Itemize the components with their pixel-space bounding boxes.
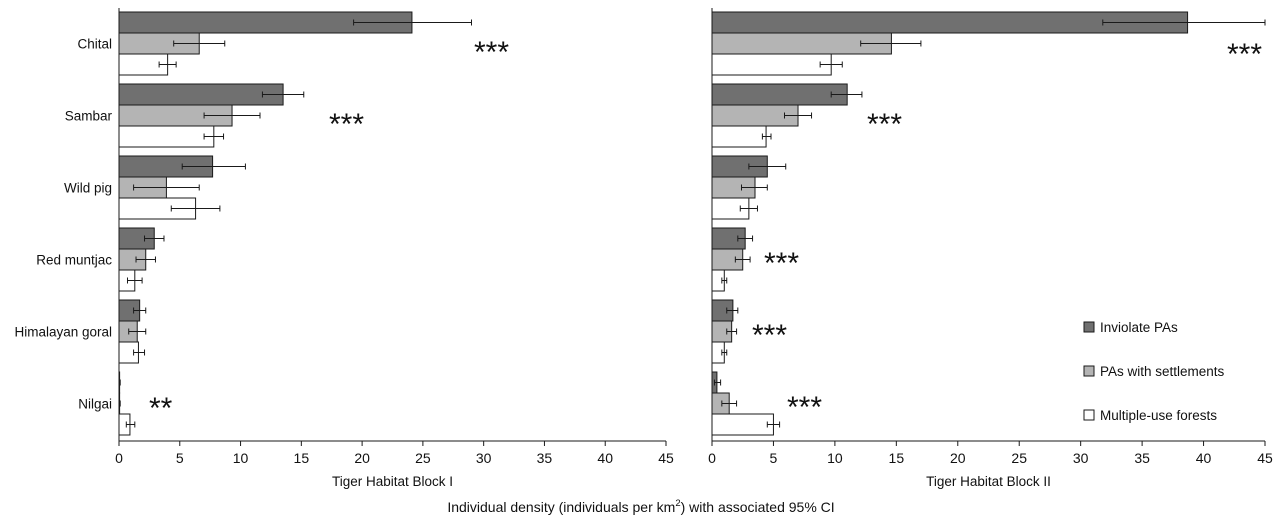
overall-x-axis-label-part-1: Individual density (individuals per km [447,499,675,515]
x-tick-label-35: 35 [537,450,553,466]
error-bar-nilgai-multiple-use-forests [125,421,136,428]
error-bar-red-muntjac-pas-with-settlements [734,256,751,263]
error-bar-red-muntjac-multiple-use-forests [127,277,143,284]
error-bar-sambar-pas-with-settlements [784,112,813,119]
significance-chital: *** [1227,38,1262,71]
significance-nilgai: *** [787,391,822,424]
legend-swatch-inviolate-pas [1083,321,1095,333]
error-bar-chital-inviolate-pas [353,19,473,26]
x-tick-label-5: 5 [176,450,184,466]
category-label-chital: Chital [77,37,112,52]
x-tick-label-0: 0 [115,450,123,466]
category-label-red-muntjac: Red muntjac [36,253,112,268]
error-bar-red-muntjac-multiple-use-forests [721,277,728,284]
significance-nilgai: ** [149,392,173,425]
x-tick-label-25: 25 [1011,450,1027,466]
significance-sambar: *** [329,108,364,141]
error-bar-red-muntjac-inviolate-pas [737,235,754,242]
error-bar-chital-inviolate-pas [1102,19,1266,26]
error-bar-chital-pas-with-settlements [860,40,922,47]
x-tick-label-45: 45 [658,450,674,466]
overall-x-axis-label-part-2: ) with associated 95% CI [681,499,835,515]
significance-chital: *** [474,36,509,69]
x-tick-label-35: 35 [1134,450,1150,466]
significance-red-muntjac: *** [764,247,799,280]
error-bar-himalayan-goral-multiple-use-forests [133,349,146,356]
error-bar-nilgai-multiple-use-forests [766,421,781,428]
error-bar-red-muntjac-pas-with-settlements [135,256,156,263]
error-bar-himalayan-goral-pas-with-settlements [128,328,147,335]
legend-label-multiple-use-forests: Multiple-use forests [1100,408,1217,423]
error-bar-sambar-multiple-use-forests [761,133,772,140]
error-bar-chital-pas-with-settlements [173,40,226,47]
error-bar-himalayan-goral-inviolate-pas [133,307,147,314]
bar-sambar-multiple-use-forests [118,125,215,148]
error-bar-chital-multiple-use-forests [158,61,177,68]
bar-chital-multiple-use-forests [711,53,832,76]
x-tick-label-30: 30 [476,450,492,466]
significance-himalayan-goral: *** [752,319,787,352]
error-bar-himalayan-goral-inviolate-pas [726,307,739,314]
x-axis-label: Tiger Habitat Block I [332,474,453,489]
legend-label-inviolate-pas: Inviolate PAs [1100,320,1178,335]
legend: Inviolate PAs PAs with settlements Multipl… [1083,320,1225,423]
x-tick-label-45: 45 [1257,450,1273,466]
error-bar-wild-pig-inviolate-pas [748,163,787,170]
error-bar-nilgai-pas-with-settlements [721,400,738,407]
x-tick-label-10: 10 [233,450,249,466]
category-label-nilgai: Nilgai [78,397,112,412]
legend-swatch-multiple-use-forests [1083,409,1095,421]
bar-sambar-inviolate-pas [118,83,284,106]
panel-block-2: *** *** *** *** *** 0 5 10 15 20 25 30 35 40 45 Tiger H… [708,8,1273,489]
x-tick-label-15: 15 [889,450,905,466]
overall-x-axis-label: Individual density (individuals per km2)… [447,498,834,515]
error-bar-sambar-multiple-use-forests [203,133,225,140]
error-bar-wild-pig-inviolate-pas [181,163,246,170]
bar-sambar-multiple-use-forests [711,125,767,148]
significance-sambar: *** [867,108,902,141]
error-bar-chital-multiple-use-forests [819,61,843,68]
error-bar-red-muntjac-inviolate-pas [144,235,165,242]
category-label-sambar: Sambar [65,109,113,124]
error-bar-sambar-inviolate-pas [830,91,863,98]
x-tick-label-40: 40 [1196,450,1212,466]
error-bar-wild-pig-multiple-use-forests [739,205,758,212]
error-bar-wild-pig-pas-with-settlements [133,184,200,191]
error-bar-sambar-inviolate-pas [261,91,305,98]
category-label-wild-pig: Wild pig [64,181,112,196]
x-tick-label-30: 30 [1073,450,1089,466]
x-tick-label-5: 5 [770,450,778,466]
x-tick-label-10: 10 [827,450,843,466]
error-bar-nilgai-inviolate-pas [713,379,722,386]
x-tick-label-40: 40 [597,450,613,466]
error-bar-wild-pig-multiple-use-forests [170,205,221,212]
error-bar-wild-pig-pas-with-settlements [740,184,768,191]
error-bar-himalayan-goral-multiple-use-forests [721,349,728,356]
panel-block-1: Chital *** Sambar *** Wild pig Red muntjac Him… [14,8,674,489]
x-tick-label-0: 0 [708,450,716,466]
bar-nilgai-multiple-use-forests [711,413,774,436]
x-tick-label-20: 20 [950,450,966,466]
legend-swatch-pas-with-settlements [1083,365,1095,377]
x-tick-label-20: 20 [354,450,370,466]
category-label-himalayan-goral: Himalayan goral [14,325,112,340]
bar-sambar-inviolate-pas [711,83,848,106]
overall-x-axis-label-superscript: 2 [675,498,680,509]
x-tick-label-15: 15 [294,450,310,466]
x-tick-label-25: 25 [415,450,431,466]
legend-label-pas-with-settlements: PAs with settlements [1100,364,1225,379]
error-bar-himalayan-goral-pas-with-settlements [726,328,738,335]
error-bar-sambar-pas-with-settlements [203,112,261,119]
x-axis-label: Tiger Habitat Block II [926,474,1051,489]
